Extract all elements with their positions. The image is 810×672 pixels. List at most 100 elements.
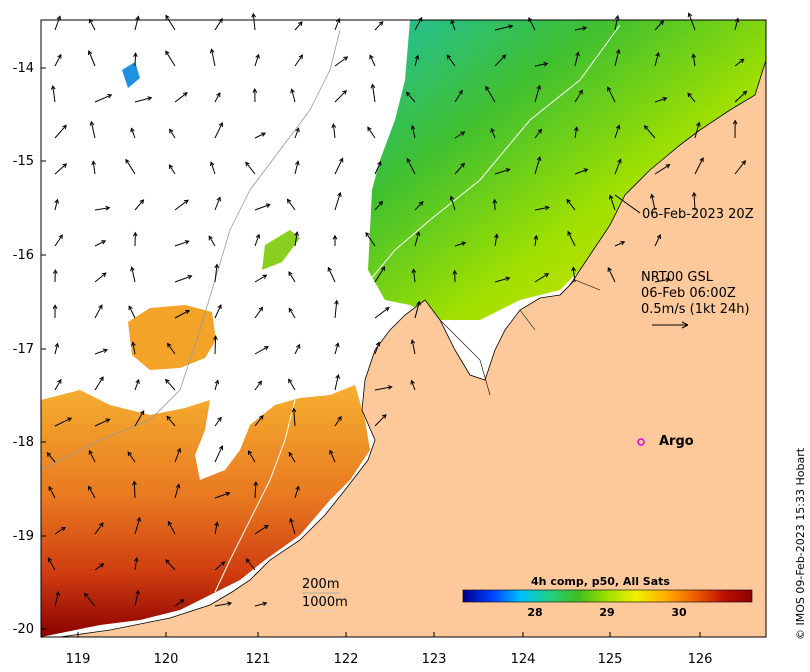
- current-arrow-head: [179, 599, 185, 604]
- current-arrow: [288, 452, 296, 463]
- coastline-date-label: 06-Feb-2023 20Z: [642, 207, 754, 222]
- current-arrow: [288, 379, 296, 391]
- current-arrow-head: [127, 451, 132, 457]
- current-arrow-head: [255, 53, 260, 59]
- current-arrow-head: [607, 266, 612, 272]
- current-arrow: [54, 343, 59, 355]
- current-arrow: [54, 54, 62, 67]
- current-arrow: [167, 343, 176, 355]
- current-arrow: [374, 266, 385, 283]
- argo-marker[interactable]: [637, 438, 645, 446]
- current-arrow-head: [87, 50, 93, 56]
- current-arrow: [374, 307, 390, 319]
- current-arrow: [332, 124, 336, 139]
- current-product-label: NRT00 GSL: [641, 270, 713, 285]
- current-arrow-head: [505, 276, 511, 282]
- current-arrow: [574, 127, 578, 139]
- current-arrow: [374, 21, 384, 31]
- current-arrow: [165, 50, 176, 67]
- current-arrow-head: [329, 449, 334, 455]
- current-arrow: [94, 418, 110, 427]
- current-arrow: [574, 27, 587, 31]
- sst-patch-strip: [262, 230, 300, 270]
- current-arrow: [607, 87, 616, 103]
- current-arrow: [414, 231, 420, 247]
- current-arrow: [94, 94, 112, 103]
- x-tick-label: 123: [421, 652, 447, 667]
- current-arrow: [128, 305, 136, 319]
- current-arrow-head: [50, 84, 56, 90]
- current-arrow-head: [380, 266, 386, 272]
- current-arrow-head: [370, 83, 376, 89]
- current-arrow-head: [225, 491, 231, 497]
- current-arrow-head: [458, 89, 463, 95]
- current-arrow-head: [52, 269, 58, 274]
- current-arrow-head: [298, 21, 303, 27]
- current-arrow: [414, 55, 419, 67]
- current-arrow: [130, 128, 136, 139]
- current-arrow-head: [184, 240, 190, 245]
- current-arrow: [494, 54, 506, 67]
- current-arrow-head: [295, 127, 300, 133]
- land-area[interactable]: [59, 59, 766, 637]
- current-arrow-head: [262, 274, 268, 279]
- current-arrow: [254, 204, 270, 211]
- current-arrow-head: [183, 199, 189, 205]
- current-arrow-head: [696, 121, 701, 127]
- current-arrow: [54, 379, 62, 391]
- current-arrow: [693, 192, 696, 211]
- current-arrow: [374, 201, 383, 211]
- current-arrow: [165, 379, 176, 391]
- current-arrow-head: [406, 157, 411, 163]
- current-arrow: [54, 234, 63, 247]
- current-arrow: [134, 517, 141, 535]
- current-arrow: [214, 417, 222, 427]
- current-arrow: [411, 380, 416, 391]
- current-arrow-head: [614, 14, 620, 20]
- current-arrow: [534, 129, 542, 139]
- current-arrow-head: [132, 231, 138, 237]
- current-arrow-head: [185, 310, 191, 315]
- current-arrow: [294, 54, 303, 67]
- current-arrow: [494, 168, 510, 175]
- current-arrow-head: [48, 485, 53, 491]
- current-arrow-head: [365, 231, 370, 237]
- current-arrow-head: [286, 198, 292, 204]
- current-arrow-head: [739, 58, 745, 64]
- current-arrow-head: [88, 449, 93, 455]
- current-arrow: [254, 346, 269, 355]
- current-arrow-head: [655, 51, 660, 57]
- current-arrow-head: [691, 53, 697, 59]
- x-tick-label: 119: [65, 652, 91, 667]
- current-arrow-head: [98, 304, 103, 310]
- current-arrow: [414, 301, 420, 319]
- current-arrow: [211, 49, 216, 67]
- current-arrow-head: [134, 556, 139, 562]
- current-arrow: [534, 156, 541, 175]
- current-arrow: [614, 159, 622, 175]
- current-arrow: [214, 492, 230, 499]
- current-arrow-head: [536, 84, 541, 90]
- current-arrow-head: [131, 341, 136, 347]
- sst-patch-north: [368, 20, 766, 320]
- current-arrow-head: [214, 379, 220, 385]
- colorbar: [462, 589, 753, 603]
- current-arrow: [47, 557, 56, 571]
- current-arrow-head: [128, 305, 133, 311]
- current-arrow: [490, 128, 496, 139]
- current-arrow-head: [732, 119, 738, 125]
- current-arrow: [94, 349, 108, 355]
- current-arrow: [94, 272, 107, 283]
- current-arrow-head: [88, 485, 93, 491]
- current-arrow-head: [166, 415, 171, 421]
- current-arrow: [214, 380, 219, 391]
- current-arrow-head: [257, 380, 263, 386]
- current-arrow-head: [165, 559, 170, 564]
- current-arrow: [132, 342, 136, 355]
- current-arrow: [52, 85, 56, 103]
- current-arrow-head: [262, 601, 268, 607]
- current-arrow-head: [741, 160, 746, 165]
- current-arrow-head: [252, 88, 258, 93]
- current-arrow-head: [617, 158, 622, 164]
- current-arrow-head: [544, 205, 550, 211]
